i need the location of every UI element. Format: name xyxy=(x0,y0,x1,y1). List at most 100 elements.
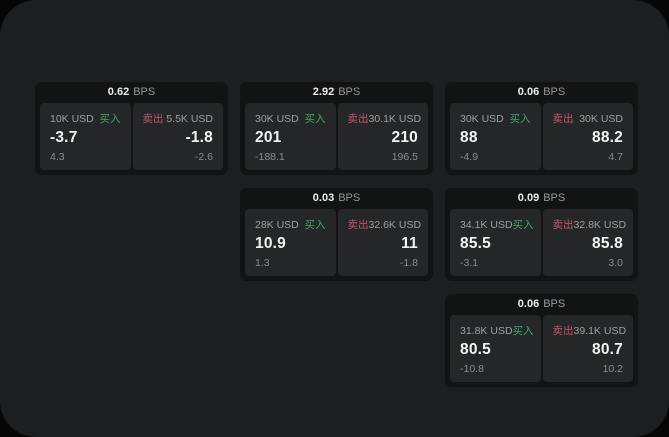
buy-quote-panel[interactable]: 34.1K USD 买入 85.5 -3.1 xyxy=(450,209,541,276)
sell-quote-panel[interactable]: 卖出 30K USD 88.2 4.7 xyxy=(542,103,633,170)
card-header: 0.03 BPS xyxy=(240,188,433,209)
bps-value: 0.06 xyxy=(517,86,540,98)
quote-card: 0.06 BPS 31.8K USD 买入 80.5 -10.8 卖出 39.1… xyxy=(445,294,638,387)
buy-quote-panel[interactable]: 31.8K USD 买入 80.5 -10.8 xyxy=(450,315,541,382)
buy-side-label: 买入 xyxy=(509,113,531,125)
buy-price: 201 xyxy=(255,129,282,146)
bps-suffix-label: BPS xyxy=(338,86,361,98)
sell-price: 210 xyxy=(391,129,418,146)
sell-price: 80.7 xyxy=(592,341,623,358)
buy-labels-row: 34.1K USD 买入 xyxy=(460,217,534,232)
buy-price: 10.9 xyxy=(255,235,286,252)
sell-side-label: 卖出 xyxy=(552,113,574,125)
buy-quote-panel[interactable]: 30K USD 买入 88 -4.9 xyxy=(450,103,541,170)
buy-sub-value: -188.1 xyxy=(255,151,285,163)
quote-panels: 30K USD 买入 88 -4.9 卖出 30K USD 88.2 4.7 xyxy=(445,103,638,175)
quote-card: 0.62 BPS 10K USD 买入 -3.7 4.3 卖出 5.5K USD… xyxy=(35,82,228,175)
buy-sub-value: -4.9 xyxy=(460,151,479,163)
sell-labels-row: 卖出 30K USD xyxy=(553,111,624,126)
bps-value: 0.09 xyxy=(517,192,540,204)
bps-value: 0.06 xyxy=(517,298,540,310)
bps-value: 0.62 xyxy=(107,86,130,98)
quote-panels: 34.1K USD 买入 85.5 -3.1 卖出 32.8K USD 85.8… xyxy=(445,209,638,281)
buy-price: -3.7 xyxy=(50,129,78,146)
sell-quote-panel[interactable]: 卖出 5.5K USD -1.8 -2.6 xyxy=(132,103,223,170)
sell-side-label: 卖出 xyxy=(347,113,369,125)
sell-labels-row: 卖出 5.5K USD xyxy=(143,111,214,126)
sell-side-label: 卖出 xyxy=(347,219,369,231)
sell-labels-row: 卖出 32.6K USD xyxy=(347,217,422,232)
buy-price: 85.5 xyxy=(460,235,491,252)
buy-amount: 28K USD xyxy=(255,218,299,231)
sell-amount: 30K USD xyxy=(579,112,623,125)
quote-card: 0.03 BPS 28K USD 买入 10.9 1.3 卖出 32.6K US… xyxy=(240,188,433,281)
buy-labels-row: 31.8K USD 买入 xyxy=(460,323,534,338)
buy-quote-panel[interactable]: 30K USD 买入 201 -188.1 xyxy=(245,103,336,170)
sell-sub-value: 3.0 xyxy=(608,257,623,269)
sell-labels-row: 卖出 39.1K USD xyxy=(552,323,627,338)
sell-quote-panel[interactable]: 卖出 32.8K USD 85.8 3.0 xyxy=(542,209,633,276)
sell-sub-value: -2.6 xyxy=(194,151,213,163)
quote-panels: 31.8K USD 买入 80.5 -10.8 卖出 39.1K USD 80.… xyxy=(445,315,638,387)
sell-sub-value: 10.2 xyxy=(602,363,623,375)
buy-labels-row: 30K USD 买入 xyxy=(460,111,531,126)
buy-quote-panel[interactable]: 28K USD 买入 10.9 1.3 xyxy=(245,209,336,276)
buy-sub-value: -10.8 xyxy=(460,363,484,375)
sell-price: -1.8 xyxy=(185,129,213,146)
sell-price: 85.8 xyxy=(592,235,623,252)
sell-side-label: 卖出 xyxy=(552,325,574,337)
card-header: 2.92 BPS xyxy=(240,82,433,103)
sell-labels-row: 卖出 30.1K USD xyxy=(347,111,422,126)
card-header: 0.09 BPS xyxy=(445,188,638,209)
sell-sub-value: 196.5 xyxy=(391,151,418,163)
quote-panels: 28K USD 买入 10.9 1.3 卖出 32.6K USD 11 -1.8 xyxy=(240,209,433,281)
sell-labels-row: 卖出 32.8K USD xyxy=(552,217,627,232)
sell-quote-panel[interactable]: 卖出 30.1K USD 210 196.5 xyxy=(337,103,428,170)
buy-sub-value: -3.1 xyxy=(460,257,479,269)
quote-card: 0.06 BPS 30K USD 买入 88 -4.9 卖出 30K USD 8… xyxy=(445,82,638,175)
sell-quote-panel[interactable]: 卖出 39.1K USD 80.7 10.2 xyxy=(542,315,633,382)
buy-price: 88 xyxy=(460,129,478,146)
card-header: 0.62 BPS xyxy=(35,82,228,103)
sell-price: 88.2 xyxy=(592,129,623,146)
card-header: 0.06 BPS xyxy=(445,294,638,315)
quote-grid: 0.62 BPS 10K USD 买入 -3.7 4.3 卖出 5.5K USD… xyxy=(35,82,638,387)
buy-amount: 10K USD xyxy=(50,112,94,125)
sell-amount: 32.6K USD xyxy=(368,218,422,231)
buy-side-label: 买入 xyxy=(304,113,326,125)
sell-sub-value: -1.8 xyxy=(399,257,418,269)
buy-sub-value: 4.3 xyxy=(50,151,65,163)
buy-amount: 30K USD xyxy=(255,112,299,125)
buy-labels-row: 10K USD 买入 xyxy=(50,111,121,126)
quote-card: 0.09 BPS 34.1K USD 买入 85.5 -3.1 卖出 32.8K… xyxy=(445,188,638,281)
sell-sub-value: 4.7 xyxy=(608,151,623,163)
buy-sub-value: 1.3 xyxy=(255,257,270,269)
buy-price: 80.5 xyxy=(460,341,491,358)
sell-side-label: 卖出 xyxy=(552,219,574,231)
buy-labels-row: 28K USD 买入 xyxy=(255,217,326,232)
sell-price: 11 xyxy=(401,235,418,252)
sell-quote-panel[interactable]: 卖出 32.6K USD 11 -1.8 xyxy=(337,209,428,276)
bps-suffix-label: BPS xyxy=(133,86,156,98)
bps-value: 0.03 xyxy=(312,192,335,204)
buy-side-label: 买入 xyxy=(304,219,326,231)
buy-amount: 34.1K USD xyxy=(460,218,513,231)
quote-card: 2.92 BPS 30K USD 买入 201 -188.1 卖出 30.1K … xyxy=(240,82,433,175)
buy-labels-row: 30K USD 买入 xyxy=(255,111,326,126)
bps-suffix-label: BPS xyxy=(543,192,566,204)
quote-panels: 10K USD 买入 -3.7 4.3 卖出 5.5K USD -1.8 -2.… xyxy=(35,103,228,175)
buy-side-label: 买入 xyxy=(512,325,534,337)
sell-amount: 30.1K USD xyxy=(368,112,422,125)
buy-amount: 30K USD xyxy=(460,112,504,125)
bps-value: 2.92 xyxy=(312,86,335,98)
sell-side-label: 卖出 xyxy=(142,113,164,125)
buy-quote-panel[interactable]: 10K USD 买入 -3.7 4.3 xyxy=(40,103,131,170)
buy-side-label: 买入 xyxy=(99,113,121,125)
card-header: 0.06 BPS xyxy=(445,82,638,103)
sell-amount: 39.1K USD xyxy=(573,324,627,337)
sell-amount: 32.8K USD xyxy=(573,218,627,231)
sell-amount: 5.5K USD xyxy=(166,112,213,125)
bps-suffix-label: BPS xyxy=(338,192,361,204)
quote-panels: 30K USD 买入 201 -188.1 卖出 30.1K USD 210 1… xyxy=(240,103,433,175)
